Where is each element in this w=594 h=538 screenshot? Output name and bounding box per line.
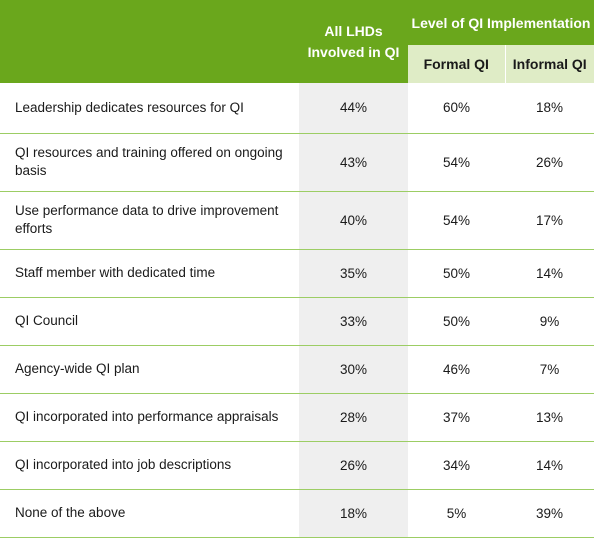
cell-formal-qi: 54%: [408, 133, 505, 192]
row-label: Use performance data to drive improvemen…: [0, 191, 299, 250]
table-row: QI resources and training offered on ong…: [0, 133, 594, 192]
cell-all-lhds: 35%: [299, 249, 408, 298]
row-label: QI incorporated into job descriptions: [0, 441, 299, 490]
cell-formal-qi: 50%: [408, 297, 505, 346]
row-label: QI Council: [0, 297, 299, 346]
table-row: Use performance data to drive improvemen…: [0, 191, 594, 250]
cell-all-lhds: 44%: [299, 83, 408, 134]
cell-informal-qi: 17%: [505, 191, 594, 250]
cell-formal-qi: 37%: [408, 393, 505, 442]
header-informal-qi: Informal QI: [505, 45, 594, 83]
header-formal-qi: Formal QI: [408, 45, 506, 83]
row-label: QI incorporated into performance apprais…: [0, 393, 299, 442]
cell-formal-qi: 60%: [408, 83, 505, 134]
cell-informal-qi: 39%: [505, 489, 594, 538]
table-row: Leadership dedicates resources for QI 44…: [0, 83, 594, 134]
header-all-lhds: All LHDs Involved in QI: [299, 0, 408, 83]
header-level-of-qi: Level of QI Implementation: [408, 0, 594, 45]
table-row: QI incorporated into job descriptions 26…: [0, 441, 594, 490]
table-row: QI Council 33% 50% 9%: [0, 297, 594, 346]
cell-all-lhds: 30%: [299, 345, 408, 394]
cell-informal-qi: 18%: [505, 83, 594, 134]
table-header: All LHDs Involved in QI Level of QI Impl…: [0, 0, 594, 83]
cell-formal-qi: 46%: [408, 345, 505, 394]
cell-formal-qi: 50%: [408, 249, 505, 298]
cell-formal-qi: 54%: [408, 191, 505, 250]
row-label: Leadership dedicates resources for QI: [0, 83, 299, 134]
cell-informal-qi: 9%: [505, 297, 594, 346]
cell-formal-qi: 5%: [408, 489, 505, 538]
row-label: QI resources and training offered on ong…: [0, 133, 299, 192]
table-body: Leadership dedicates resources for QI 44…: [0, 83, 594, 538]
cell-informal-qi: 26%: [505, 133, 594, 192]
row-label: None of the above: [0, 489, 299, 538]
row-label: Staff member with dedicated time: [0, 249, 299, 298]
header-blank-cell: [0, 0, 299, 83]
cell-all-lhds: 28%: [299, 393, 408, 442]
cell-formal-qi: 34%: [408, 441, 505, 490]
cell-informal-qi: 7%: [505, 345, 594, 394]
cell-all-lhds: 33%: [299, 297, 408, 346]
cell-informal-qi: 14%: [505, 249, 594, 298]
table-row: QI incorporated into performance apprais…: [0, 393, 594, 442]
table-row: Staff member with dedicated time 35% 50%…: [0, 249, 594, 298]
cell-informal-qi: 14%: [505, 441, 594, 490]
cell-all-lhds: 43%: [299, 133, 408, 192]
cell-all-lhds: 26%: [299, 441, 408, 490]
cell-all-lhds: 40%: [299, 191, 408, 250]
table-row: Agency-wide QI plan 30% 46% 7%: [0, 345, 594, 394]
cell-informal-qi: 13%: [505, 393, 594, 442]
row-label: Agency-wide QI plan: [0, 345, 299, 394]
table-row: None of the above 18% 5% 39%: [0, 489, 594, 538]
cell-all-lhds: 18%: [299, 489, 408, 538]
